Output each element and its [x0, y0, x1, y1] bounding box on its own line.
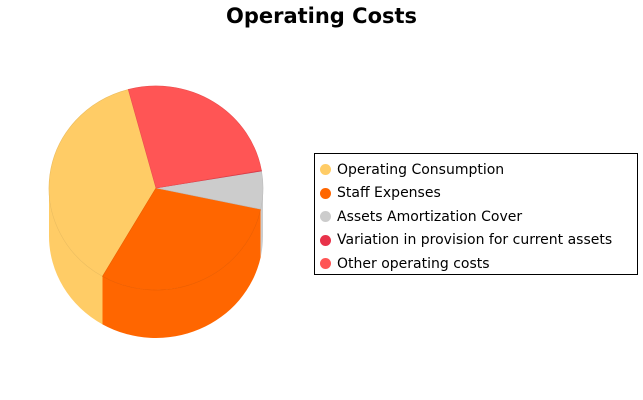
- legend-item: Variation in provision for current asset…: [320, 229, 637, 253]
- legend-label: Other operating costs: [337, 255, 490, 272]
- legend-label: Operating Consumption: [337, 161, 505, 178]
- legend-item: Staff Expenses: [320, 182, 637, 206]
- legend-item: Assets Amortization Cover: [320, 205, 637, 229]
- legend-label: Staff Expenses: [337, 185, 441, 202]
- chart-legend: Operating Consumption Staff Expenses Asset…: [314, 153, 638, 275]
- legend-swatch: [320, 258, 331, 270]
- pie-tops: [48, 85, 264, 291]
- pie-side-0: [49, 188, 103, 325]
- pie-slice-1[interactable]: [102, 187, 262, 291]
- pie-sides: [49, 188, 263, 338]
- pie-slice-4[interactable]: [127, 85, 262, 189]
- pie-side-1: [102, 209, 261, 338]
- legend-swatch: [320, 211, 331, 223]
- pie-slice-0[interactable]: [48, 89, 157, 277]
- legend-item: Operating Consumption: [320, 158, 637, 182]
- legend-item: Other operating costs: [320, 252, 637, 276]
- legend-swatch: [320, 164, 331, 176]
- legend-label: Variation in provision for current asset…: [337, 232, 613, 249]
- legend-swatch: [320, 187, 331, 199]
- legend-label: Assets Amortization Cover: [337, 208, 523, 225]
- legend-swatch: [320, 234, 331, 246]
- pie-side-2: [260, 188, 263, 258]
- chart-title: Operating Costs: [225, 4, 418, 28]
